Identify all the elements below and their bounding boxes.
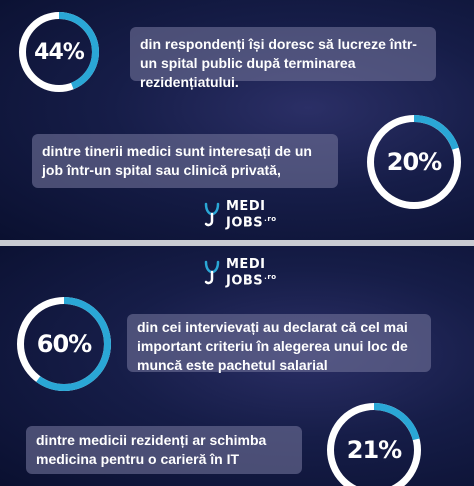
panel-divider bbox=[0, 240, 474, 246]
logo-text-medi: MEDI bbox=[226, 199, 266, 214]
stat-text-box-2: dintre tinerii medici sunt interesați de… bbox=[32, 134, 338, 188]
stat-text-3: din cei intervievați au declarat că cel … bbox=[137, 319, 408, 373]
ring-graphic bbox=[367, 115, 461, 209]
ring-progress-arc bbox=[19, 12, 99, 92]
stat-text-4: dintre medicii rezidenți ar schimba medi… bbox=[36, 432, 267, 467]
stat-text-box-4: dintre medicii rezidenți ar schimba medi… bbox=[26, 426, 302, 474]
stat-ring-60: 60% bbox=[16, 296, 112, 392]
stat-value-44: 44% bbox=[34, 39, 85, 65]
logo-text-jobs: JOBS bbox=[226, 273, 264, 289]
stat-text-2: dintre tinerii medici sunt interesați de… bbox=[42, 143, 312, 178]
logo-text-suffix: .ro bbox=[264, 273, 277, 281]
ring-progress-arc bbox=[367, 115, 461, 209]
logo-text-suffix: .ro bbox=[264, 215, 277, 223]
stat-value-21: 21% bbox=[346, 436, 402, 464]
ring-graphic bbox=[19, 12, 99, 92]
ring-progress-arc bbox=[17, 297, 111, 391]
stat-ring-44: 44% bbox=[18, 6, 100, 98]
stat-ring-21: 21% bbox=[326, 402, 422, 486]
ring-graphic bbox=[17, 297, 111, 391]
ring-progress-arc bbox=[327, 403, 421, 486]
medijobs-logo-icon bbox=[204, 202, 220, 226]
stat-value-60: 60% bbox=[36, 330, 92, 358]
stat-text-box-1: din respondenți își doresc să lucreze în… bbox=[130, 27, 436, 90]
medijobs-logo-icon bbox=[204, 260, 220, 284]
logo-text-jobs: JOBS bbox=[226, 215, 264, 231]
medijobs-logo-top: MEDI JOBS.ro bbox=[202, 200, 277, 229]
stat-ring-20: 20% bbox=[366, 114, 462, 210]
bottom-infographic-panel: MEDI JOBS.ro 60% din cei intervievați au… bbox=[0, 246, 474, 486]
ring-graphic bbox=[327, 403, 421, 486]
medijobs-logo-bottom: MEDI JOBS.ro bbox=[202, 258, 277, 287]
top-infographic-panel: 44% din respondenți își doresc să lucrez… bbox=[0, 0, 474, 240]
stat-text-box-3: din cei intervievați au declarat că cel … bbox=[127, 314, 431, 373]
stat-text-1: din respondenți își doresc să lucreze în… bbox=[140, 36, 417, 90]
logo-text-medi: MEDI bbox=[226, 257, 266, 272]
stat-value-20: 20% bbox=[386, 148, 442, 176]
